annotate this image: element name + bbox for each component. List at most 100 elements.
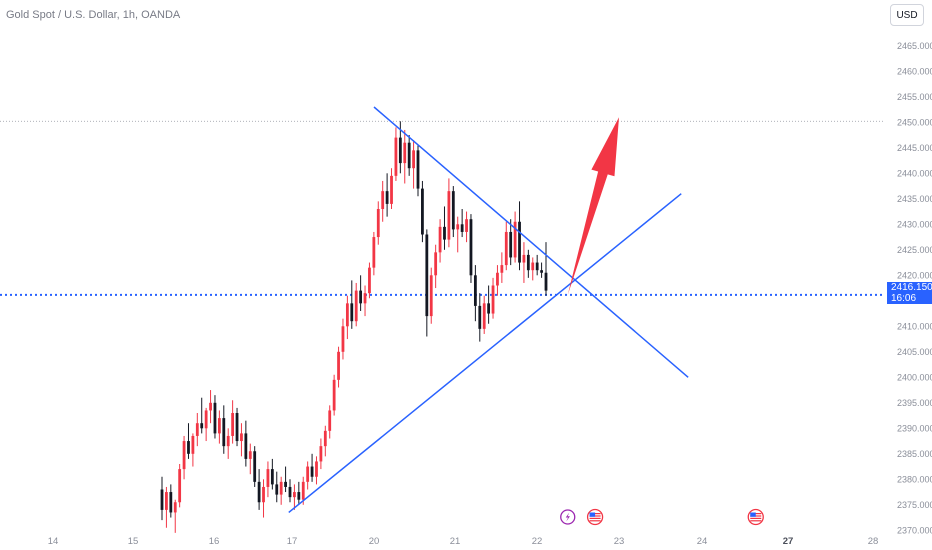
flag-circle bbox=[747, 508, 764, 526]
price-tick-label: 2460.000 bbox=[897, 66, 932, 76]
candle-body bbox=[310, 466, 314, 477]
flash-bolt bbox=[565, 512, 570, 522]
drawings-layer bbox=[288, 106, 689, 514]
price-tick-label: 2400.000 bbox=[897, 372, 932, 382]
candle-body bbox=[204, 410, 208, 429]
flag-canton bbox=[750, 512, 756, 517]
candle-body bbox=[332, 379, 336, 411]
price-tick-label: 2405.000 bbox=[897, 347, 932, 357]
price-axis[interactable]: 2370.000 2375.000 2380.000 2385.000 2390.000… bbox=[897, 41, 932, 536]
price-tick-label: 2465.000 bbox=[897, 41, 932, 51]
flag-canton bbox=[589, 512, 596, 517]
time-tick-label: 21 bbox=[450, 536, 461, 547]
candle-body bbox=[235, 413, 239, 442]
price-tick-label: 2410.000 bbox=[897, 321, 932, 331]
candle-body bbox=[182, 441, 186, 470]
current-price-label: 2416.150 16:06 bbox=[887, 282, 932, 304]
candle-body bbox=[231, 413, 235, 436]
candle-body bbox=[531, 262, 535, 271]
candle-body bbox=[284, 481, 287, 487]
candle-body bbox=[169, 492, 173, 513]
candle-body bbox=[460, 224, 464, 232]
candle-body bbox=[473, 275, 477, 306]
price-tick-label: 2450.000 bbox=[897, 117, 932, 127]
candle-body bbox=[478, 305, 482, 329]
candle-body bbox=[509, 231, 513, 258]
candle-body bbox=[178, 469, 182, 503]
candle-body bbox=[319, 446, 323, 462]
ascending-trendline bbox=[288, 193, 682, 514]
price-tick-label: 2380.000 bbox=[897, 474, 932, 484]
price-tick-label: 2370.000 bbox=[897, 525, 932, 535]
candle-body bbox=[257, 481, 261, 503]
time-tick-label: 20 bbox=[369, 536, 380, 547]
candle-body bbox=[372, 237, 376, 268]
currency-button[interactable]: USD bbox=[890, 4, 924, 26]
candle-body bbox=[522, 254, 526, 263]
flag-stripe bbox=[589, 520, 601, 522]
time-tick-label: 17 bbox=[287, 536, 298, 547]
candle-body bbox=[191, 435, 195, 454]
candle-body bbox=[491, 285, 495, 314]
time-tick-label: 14 bbox=[48, 536, 59, 547]
candle-body bbox=[398, 137, 402, 164]
descending-trendline bbox=[373, 106, 689, 378]
price-tick-label: 2375.000 bbox=[897, 500, 932, 510]
us-flag-event-icon bbox=[586, 508, 604, 526]
candle-body bbox=[345, 303, 349, 327]
candle-body bbox=[222, 418, 226, 447]
candle-body bbox=[363, 293, 367, 304]
time-tick-label: 24 bbox=[697, 536, 708, 547]
price-tick-label: 2420.000 bbox=[897, 270, 932, 280]
candle-body bbox=[443, 226, 446, 240]
candle-body bbox=[200, 423, 204, 429]
candle-body bbox=[248, 451, 252, 459]
candle-body bbox=[429, 275, 433, 317]
time-axis[interactable]: 14 15 16 17 20 21 22 23 24 27 28 bbox=[48, 536, 879, 547]
candle-body bbox=[253, 451, 257, 482]
flag-stripe bbox=[750, 520, 762, 522]
candle-body bbox=[337, 351, 340, 380]
candle-body bbox=[385, 191, 389, 204]
candle-body bbox=[328, 410, 332, 431]
candle-body bbox=[376, 209, 380, 238]
candle-body bbox=[504, 231, 508, 266]
candle-body bbox=[526, 254, 530, 271]
candle-body bbox=[165, 492, 168, 510]
candle-body bbox=[425, 234, 429, 317]
candle-body bbox=[270, 469, 274, 485]
flash-event-icon bbox=[560, 509, 576, 525]
candle-body bbox=[279, 481, 283, 495]
candle-body bbox=[407, 142, 411, 169]
candle-body bbox=[438, 226, 442, 253]
breakout-arrow bbox=[567, 117, 619, 295]
candle-body bbox=[213, 402, 217, 434]
candle-body bbox=[518, 221, 521, 263]
price-tick-label: 2425.000 bbox=[897, 245, 932, 255]
candle-body bbox=[160, 489, 164, 510]
events-layer bbox=[560, 508, 764, 526]
time-tick-label: 23 bbox=[614, 536, 625, 547]
candle-body bbox=[403, 142, 407, 164]
candle-body bbox=[195, 423, 199, 436]
candle-body bbox=[209, 402, 212, 411]
candle-body bbox=[187, 441, 190, 454]
candle-body bbox=[293, 492, 296, 498]
candle-body bbox=[482, 303, 486, 329]
price-tick-label: 2440.000 bbox=[897, 168, 932, 178]
candle-body bbox=[412, 150, 415, 169]
candles-layer bbox=[160, 121, 548, 533]
current-price-value: 2416.150 bbox=[891, 282, 932, 293]
candle-body bbox=[323, 430, 327, 447]
price-tick-label: 2445.000 bbox=[897, 143, 932, 153]
time-tick-label: 28 bbox=[868, 536, 879, 547]
candle-body bbox=[315, 461, 318, 477]
us-flag-event-icon bbox=[747, 508, 764, 526]
candle-body bbox=[226, 435, 230, 447]
candle-body bbox=[540, 270, 543, 273]
candle-body bbox=[513, 221, 517, 258]
bar-countdown: 16:06 bbox=[891, 292, 917, 304]
candle-body bbox=[288, 486, 292, 498]
candle-body bbox=[275, 484, 279, 495]
